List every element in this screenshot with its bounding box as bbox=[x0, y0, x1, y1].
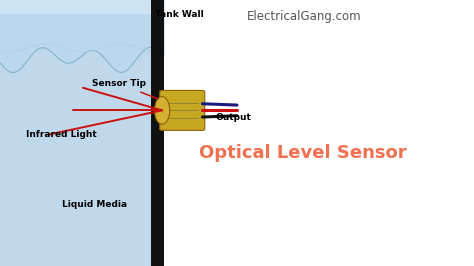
Text: Optical Level Sensor: Optical Level Sensor bbox=[199, 144, 407, 162]
Text: Output: Output bbox=[216, 113, 252, 122]
Text: Sensor Tip: Sensor Tip bbox=[92, 79, 158, 99]
FancyBboxPatch shape bbox=[160, 90, 205, 130]
Text: ElectricalGang.com: ElectricalGang.com bbox=[246, 10, 361, 23]
Ellipse shape bbox=[155, 97, 170, 124]
Bar bbox=[151, 0, 164, 266]
Text: Liquid Media: Liquid Media bbox=[62, 200, 127, 209]
Text: Infrared Light: Infrared Light bbox=[26, 130, 97, 139]
Bar bbox=[0, 0, 164, 266]
Text: Tank Wall: Tank Wall bbox=[155, 10, 204, 19]
